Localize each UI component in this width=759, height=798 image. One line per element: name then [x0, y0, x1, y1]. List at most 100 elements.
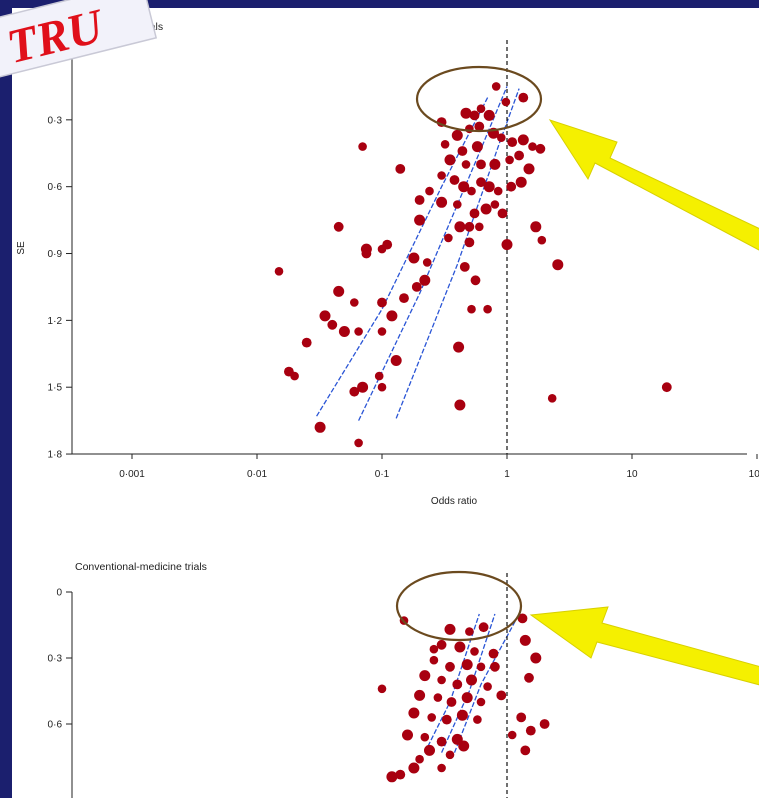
y-tick-label: 0·3: [48, 115, 63, 126]
data-point: [547, 394, 557, 403]
plot-homoeopathy: thy trials SE Odds ratio 0·3 0·6 0·9 1·2 1·5…: [16, 21, 759, 507]
data-point: [489, 158, 501, 170]
data-point: [390, 355, 402, 366]
data-point: [496, 690, 507, 701]
data-point: [465, 627, 474, 636]
data-point: [519, 634, 531, 646]
data-point: [467, 186, 476, 196]
data-point: [460, 107, 472, 119]
data-point: [374, 371, 384, 381]
data-point: [505, 155, 514, 165]
data-point: [395, 769, 406, 780]
data-point: [458, 740, 470, 752]
data-point: [466, 674, 477, 686]
data-point: [444, 154, 456, 166]
x-tick-label: 0·01: [247, 469, 267, 480]
data-point: [483, 304, 492, 314]
plot1-title: thy trials: [124, 21, 163, 33]
data-point: [411, 282, 422, 292]
arrow-bottom: [529, 606, 759, 686]
data-point: [399, 293, 409, 303]
highlight-ellipse-bottom: [395, 570, 523, 642]
data-point: [525, 725, 536, 736]
data-point: [349, 386, 360, 397]
data-point: [520, 745, 531, 756]
data-point: [419, 274, 431, 286]
data-point: [386, 771, 398, 783]
data-point: [437, 675, 446, 685]
data-point: [440, 140, 450, 149]
data-point: [461, 659, 473, 671]
data-point: [475, 222, 484, 232]
data-point: [454, 641, 466, 653]
data-point: [284, 366, 294, 377]
data-point: [408, 762, 420, 774]
data-point: [523, 163, 535, 175]
data-point: [429, 644, 439, 654]
plot-conventional: Conventional-medicine trials 0 0·3 0·6: [48, 561, 550, 798]
x-tick-label: 100: [749, 469, 759, 480]
data-point: [445, 661, 455, 672]
data-point: [427, 713, 437, 722]
data-point: [514, 150, 524, 161]
plot1-y-label: SE: [16, 241, 27, 255]
data-point: [453, 341, 465, 353]
plot2-title: Conventional-medicine trials: [75, 561, 207, 573]
funnel-contour: [358, 86, 508, 421]
data-point: [539, 719, 550, 729]
data-point: [333, 221, 344, 232]
data-point: [506, 181, 517, 192]
data-point: [470, 275, 481, 286]
data-point: [517, 134, 529, 146]
data-point: [530, 652, 542, 664]
data-point: [377, 382, 387, 392]
data-point: [436, 736, 447, 747]
data-point: [474, 121, 485, 132]
data-point: [437, 171, 446, 180]
data-point: [350, 298, 359, 307]
data-point: [414, 689, 426, 701]
funnel-contour: [395, 88, 520, 419]
data-point: [524, 672, 534, 683]
data-point: [493, 186, 503, 196]
data-point: [457, 146, 468, 156]
y-tick-label: 1·8: [48, 450, 63, 461]
data-point: [414, 195, 425, 205]
data-point: [464, 221, 475, 232]
data-point: [507, 730, 517, 740]
data-point: [424, 744, 435, 756]
data-point: [483, 682, 492, 691]
data-point: [414, 214, 426, 226]
data-point: [459, 262, 470, 272]
data-point: [449, 175, 460, 185]
data-point: [445, 750, 455, 760]
data-point: [528, 142, 537, 151]
data-point: [476, 662, 486, 672]
data-point: [301, 337, 312, 348]
data-point: [436, 196, 448, 208]
data-point: [516, 712, 527, 723]
x-tick-label: 10: [626, 469, 638, 480]
data-point: [357, 381, 369, 393]
funnel-contour: [441, 613, 496, 753]
data-point: [530, 221, 542, 233]
data-point: [454, 221, 466, 233]
data-point: [395, 164, 406, 174]
data-point: [338, 326, 350, 337]
data-point: [425, 186, 434, 196]
data-point: [454, 399, 466, 411]
data-point: [476, 159, 486, 170]
data-point: [491, 82, 501, 91]
data-point: [478, 622, 489, 633]
data-point: [483, 109, 495, 121]
data-point: [476, 697, 486, 707]
data-point: [490, 200, 500, 209]
data-point: [552, 259, 564, 271]
data-point: [377, 327, 387, 336]
arrow-top: [548, 119, 759, 251]
y-tick-label: 1·2: [48, 316, 63, 327]
slide-panel: thy trials SE Odds ratio 0·3 0·6 0·9 1·2 1·5…: [12, 8, 759, 798]
data-point: [333, 285, 345, 297]
data-point: [535, 143, 546, 154]
data-point: [476, 177, 486, 188]
